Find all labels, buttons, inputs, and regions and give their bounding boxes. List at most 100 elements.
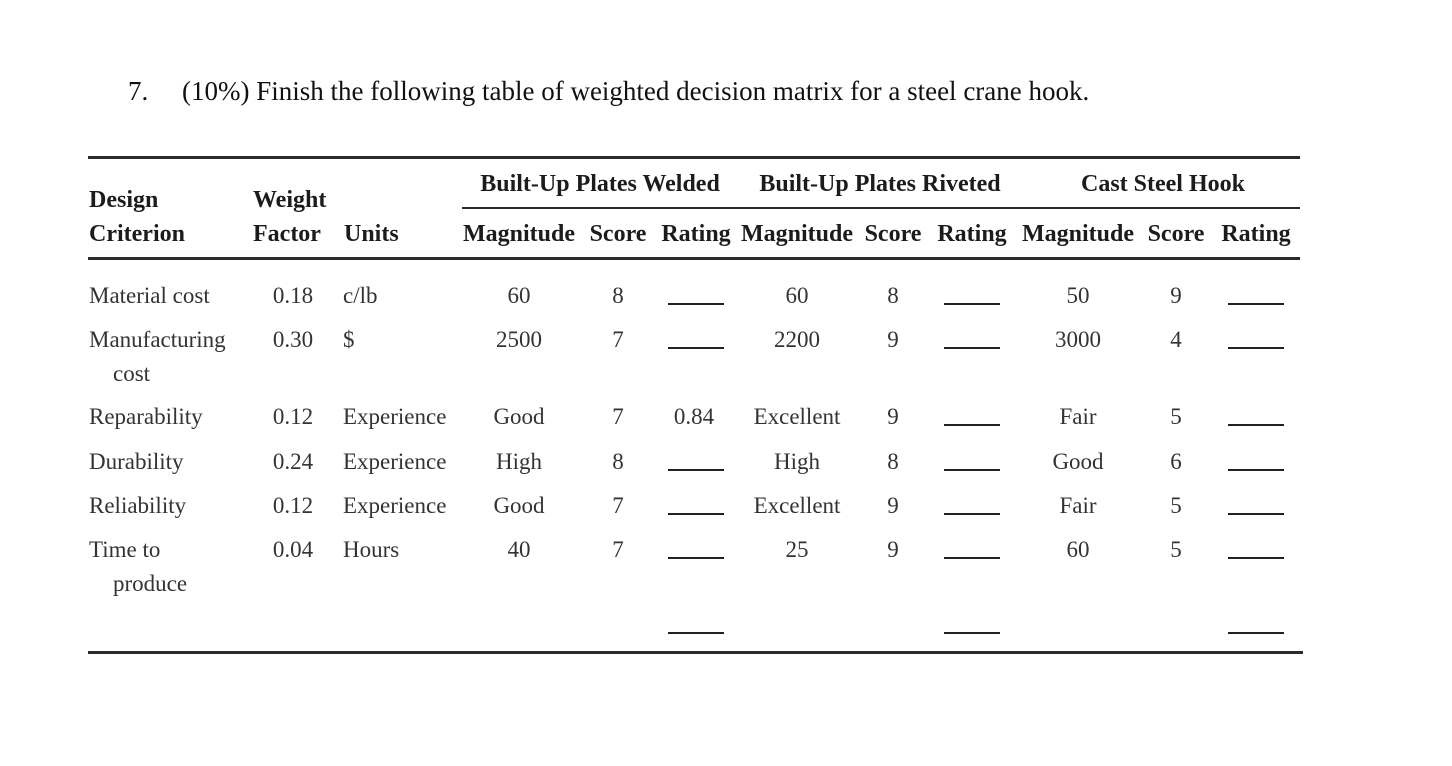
row-criterion: Reliability [89,493,187,518]
row-magnitude-riveted: 2200 [774,327,820,352]
total-rating-blank-welded[interactable] [668,632,724,634]
group-header-welded: Built-Up Plates Welded [480,171,720,197]
row-weight: 0.24 [272,449,314,474]
rating-blank-riveted[interactable] [944,424,1000,426]
row-units: Experience [343,493,447,518]
row-score-welded: 8 [612,283,624,308]
total-rating-blank-cast[interactable] [1228,632,1284,634]
row-units: $ [343,327,355,352]
row-criterion: Manufacturing [89,327,226,352]
row-criterion: Reparability [89,404,203,429]
row-magnitude-cast: Good [1052,449,1104,474]
table-bottom-rule [88,651,1303,654]
subheader-magnitude-welded: Magnitude [462,221,576,247]
rating-blank-cast[interactable] [1228,557,1284,559]
row-magnitude-riveted: Excellent [753,493,841,518]
row-score-riveted: 9 [887,493,899,518]
row-score-riveted: 9 [887,327,899,352]
row-criterion-continued: cost [113,361,151,386]
header-design: Design [89,187,159,213]
row-score-riveted: 8 [887,283,899,308]
row-magnitude-cast: 50 [1066,283,1090,308]
rating-blank-riveted[interactable] [944,513,1000,515]
column-header-rule [88,257,1300,260]
row-magnitude-riveted: High [774,449,820,474]
table-top-rule [88,156,1300,159]
row-score-cast: 9 [1170,283,1182,308]
rating-blank-welded[interactable] [668,303,724,305]
rating-blank-cast[interactable] [1228,303,1284,305]
row-magnitude-riveted: 60 [785,283,809,308]
header-weight: Weight [253,187,327,213]
rating-blank-welded[interactable] [668,557,724,559]
row-score-welded: 8 [612,449,624,474]
question-prompt: 7. (10%) Finish the following table of we… [128,78,1089,105]
row-rating-welded: 0.84 [673,404,715,429]
row-magnitude-riveted: 25 [785,537,809,562]
rating-blank-welded[interactable] [668,513,724,515]
row-units: Experience [343,449,447,474]
subheader-magnitude-cast: Magnitude [1021,221,1135,247]
group-header-riveted: Built-Up Plates Riveted [759,171,1001,197]
subheader-score-cast: Score [1147,221,1205,247]
row-score-cast: 5 [1170,537,1182,562]
subheader-score-riveted: Score [864,221,922,247]
row-units: Hours [343,537,400,562]
row-magnitude-welded: Good [493,493,545,518]
rating-blank-riveted[interactable] [944,303,1000,305]
group-header-rule [462,207,1300,209]
row-magnitude-cast: 60 [1066,537,1090,562]
row-score-welded: 7 [612,327,624,352]
row-magnitude-cast: Fair [1059,493,1097,518]
rating-blank-riveted[interactable] [944,557,1000,559]
rating-blank-riveted[interactable] [944,347,1000,349]
subheader-score-welded: Score [589,221,647,247]
row-magnitude-welded: 2500 [496,327,542,352]
rating-blank-welded[interactable] [668,469,724,471]
row-criterion: Durability [89,449,184,474]
rating-blank-cast[interactable] [1228,513,1284,515]
row-criterion: Time to [89,537,161,562]
row-criterion-continued: produce [113,571,188,596]
row-magnitude-welded: 60 [507,283,531,308]
row-score-welded: 7 [612,493,624,518]
rating-blank-cast[interactable] [1228,469,1284,471]
row-weight: 0.18 [272,283,314,308]
subheader-magnitude-riveted: Magnitude [740,221,854,247]
row-units: Experience [343,404,447,429]
header-units: Units [344,221,399,247]
row-criterion: Material cost [89,283,210,308]
subheader-rating-riveted: Rating [937,221,1007,247]
rating-blank-riveted[interactable] [944,469,1000,471]
rating-blank-welded[interactable] [668,347,724,349]
row-magnitude-welded: Good [493,404,545,429]
row-weight: 0.30 [272,327,314,352]
row-score-riveted: 9 [887,537,899,562]
row-score-welded: 7 [612,404,624,429]
header-factor: Factor [253,221,321,247]
rating-blank-cast[interactable] [1228,347,1284,349]
row-score-riveted: 9 [887,404,899,429]
row-units: c/lb [343,283,378,308]
row-score-cast: 6 [1170,449,1182,474]
question-number: 7. [128,76,149,106]
row-score-welded: 7 [612,537,624,562]
group-header-cast: Cast Steel Hook [1081,171,1245,197]
subheader-rating-cast: Rating [1221,221,1291,247]
total-rating-blank-riveted[interactable] [944,632,1000,634]
row-weight: 0.12 [272,404,314,429]
rating-blank-cast[interactable] [1228,424,1284,426]
subheader-rating-welded: Rating [661,221,731,247]
row-magnitude-cast: 3000 [1055,327,1101,352]
row-magnitude-welded: High [496,449,542,474]
row-weight: 0.12 [272,493,314,518]
row-weight: 0.04 [272,537,314,562]
row-magnitude-cast: Fair [1059,404,1097,429]
row-score-cast: 4 [1170,327,1182,352]
row-score-cast: 5 [1170,493,1182,518]
row-magnitude-riveted: Excellent [753,404,841,429]
header-criterion: Criterion [89,221,185,247]
row-magnitude-welded: 40 [507,537,531,562]
row-score-cast: 5 [1170,404,1182,429]
question-text: (10%) Finish the following table of weig… [182,76,1090,106]
